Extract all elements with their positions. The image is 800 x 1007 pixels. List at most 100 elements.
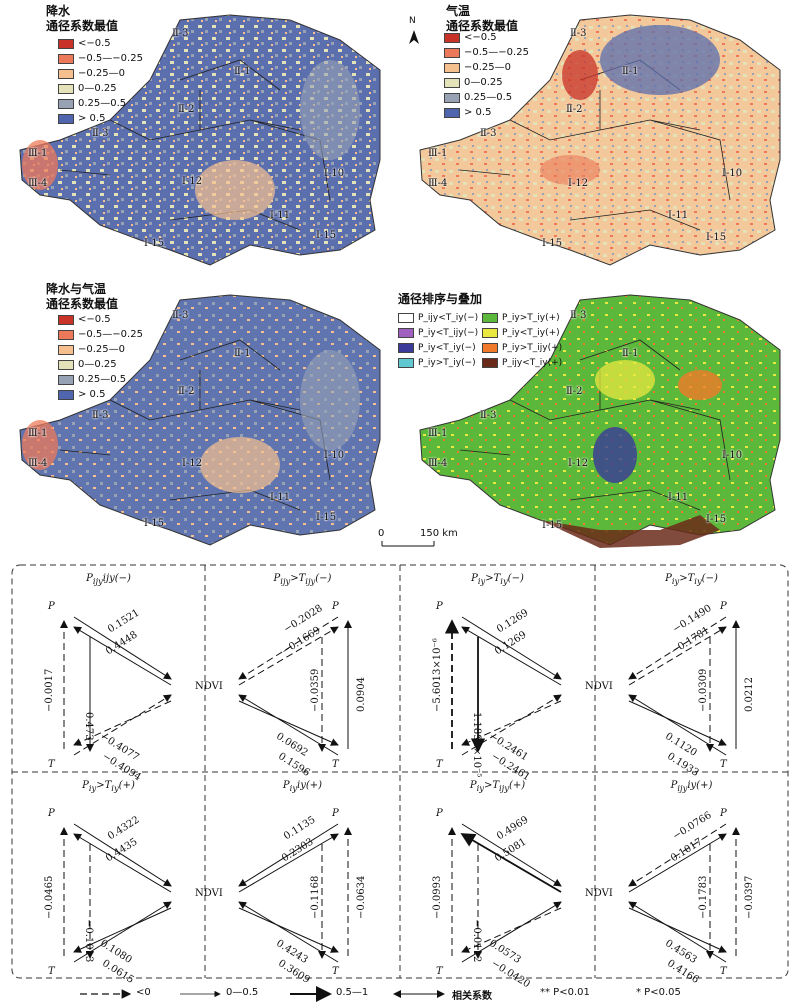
region-label: Ⅰ-12 (568, 178, 589, 189)
legend-thick-label: 0.5—1 (336, 987, 369, 998)
coef-t-p: −0.1168 (310, 875, 321, 919)
region-label: Ⅲ-4 (428, 458, 448, 469)
legend-item: 0—0.25 (58, 81, 143, 96)
node-t-label: T (48, 966, 55, 977)
map4-legend-col2: P_iy>T_iy(+) P_iy<T_iy(+) P_iy>T_ijy(+) P_i… (482, 310, 562, 370)
region-label: Ⅱ-3 (480, 410, 497, 421)
panel-title: Pijy>Tijy(−) (273, 573, 332, 586)
path-arrow (238, 833, 339, 893)
region-label: Ⅰ-10 (722, 450, 743, 461)
scale-end: 150 km (420, 528, 458, 539)
legend-p01-label: ** P<0.01 (540, 987, 590, 998)
legend-swatch (58, 113, 74, 124)
region-label: Ⅲ-1 (28, 428, 48, 439)
legend-thin-label: 0—0.5 (226, 987, 259, 998)
legend-swatch (444, 32, 460, 43)
legend-item: P_ijy<T_iy(+) (482, 355, 562, 370)
node-p-label: P (48, 808, 55, 819)
legend-label: <−0.5 (78, 314, 111, 325)
coef-p-t: −0.0465 (44, 875, 55, 919)
region-label: Ⅰ-15 (706, 514, 727, 525)
legend-item: > 0.5 (58, 111, 143, 126)
region-label: Ⅰ-15 (706, 232, 727, 243)
region-label: Ⅲ-4 (28, 458, 48, 469)
region-label: Ⅱ-1 (234, 348, 251, 359)
region-label: Ⅱ-3 (570, 310, 587, 321)
map2-legend: <−0.5 −0.5—−0.25 −0.25—0 0—0.25 0.25—0.5 > 0.… (444, 30, 529, 120)
legend-swatch (444, 62, 460, 73)
legend-label: > 0.5 (464, 107, 492, 118)
node-p-label: P (332, 808, 339, 819)
legend-swatch (482, 357, 498, 368)
legend-swatch (58, 344, 74, 355)
panel-title: Pijyiy(+) (670, 780, 713, 793)
coef-t-p: 0.473 (83, 712, 94, 741)
region-label: Ⅱ-2 (566, 104, 583, 115)
legend-item: −0.5—−0.25 (58, 51, 143, 66)
path-arrow (628, 616, 727, 680)
path-arrow (461, 626, 562, 686)
node-p-label: P (332, 601, 339, 612)
legend-swatch (444, 107, 460, 118)
legend-label: 0.25—0.5 (78, 374, 127, 385)
path-arrow (461, 694, 562, 756)
coef-t-p: −0.1783 (698, 875, 709, 919)
legend-item: −0.5—−0.25 (58, 327, 143, 342)
legend-item: P_iy<T_ijy(−) (398, 325, 478, 340)
path-diagram (60, 616, 172, 756)
region-label: Ⅱ-2 (566, 386, 583, 397)
panel-title: Piyiy(+) (282, 780, 323, 793)
coef-t-p: −0.0309 (698, 668, 709, 712)
legend-item: <−0.5 (444, 30, 529, 45)
path-diagrams-canvas (11, 564, 789, 979)
path-arrow (628, 626, 727, 686)
legend-label: P_ijy<T_iy(+) (502, 357, 563, 368)
legend-label: P_iy<T_ijy(−) (418, 327, 479, 338)
path-arrow (73, 616, 172, 680)
node-ndvi-label: NDVI (195, 681, 223, 692)
legend-item: > 0.5 (444, 105, 529, 120)
path-arrow (628, 823, 727, 887)
region-label: Ⅰ-11 (270, 210, 291, 221)
node-ndvi-label: NDVI (585, 888, 613, 899)
legend-label: −0.25—0 (78, 344, 126, 355)
path-diagram (628, 616, 740, 756)
path-diagram (238, 616, 352, 756)
region-label: Ⅲ-4 (28, 178, 48, 189)
node-p-label: P (436, 601, 443, 612)
path-arrow (460, 833, 562, 893)
legend-item: −0.5—−0.25 (444, 45, 529, 60)
path-arrow (238, 626, 339, 686)
region-label: Ⅱ-3 (92, 410, 109, 421)
region-label: Ⅰ-11 (270, 492, 291, 503)
legend-label: <−0.5 (464, 32, 497, 43)
legend-item: 0.25—0.5 (58, 96, 143, 111)
legend-item: P_iy>T_ijy(+) (482, 340, 562, 355)
region-label: Ⅰ-11 (668, 492, 689, 503)
legend-swatch (444, 92, 460, 103)
legend-correlation-label: 相关系数 (452, 991, 492, 1002)
path-arrow (73, 833, 172, 893)
coef-p-t: −0.0017 (44, 668, 55, 712)
map1-legend: <−0.5 −0.5—−0.25 −0.25—0 0—0.25 0.25—0.5 > 0.… (58, 36, 143, 126)
legend-p05-label: * P<0.05 (636, 987, 681, 998)
map3-title-line2: 通径系数最值 (46, 297, 119, 311)
legend-item: −0.25—0 (58, 342, 143, 357)
legend-label: P_iy<T_iy(+) (502, 327, 560, 338)
region-label: Ⅰ-15 (316, 512, 337, 523)
legend-item: <−0.5 (58, 312, 143, 327)
map1-title-line1: 降水 (46, 4, 71, 18)
legend-item: 0.25—0.5 (58, 372, 143, 387)
legend-item: > 0.5 (58, 387, 143, 402)
map3-title-line1: 降水与气温 (46, 282, 107, 296)
legend-label: > 0.5 (78, 389, 106, 400)
node-t-label: T (436, 759, 443, 770)
coef-t-p: −0.0112 (471, 919, 482, 963)
panel-title: Pijyijy(−) (86, 573, 131, 586)
map1-title-line2: 通径系数最值 (46, 19, 119, 33)
panel-title: Piy>Tiy(+) (82, 780, 135, 793)
region-label: Ⅲ-1 (428, 428, 448, 439)
path-arrow (461, 616, 562, 680)
legend-item: 0.25—0.5 (444, 90, 529, 105)
legend-item: −0.25—0 (58, 66, 143, 81)
